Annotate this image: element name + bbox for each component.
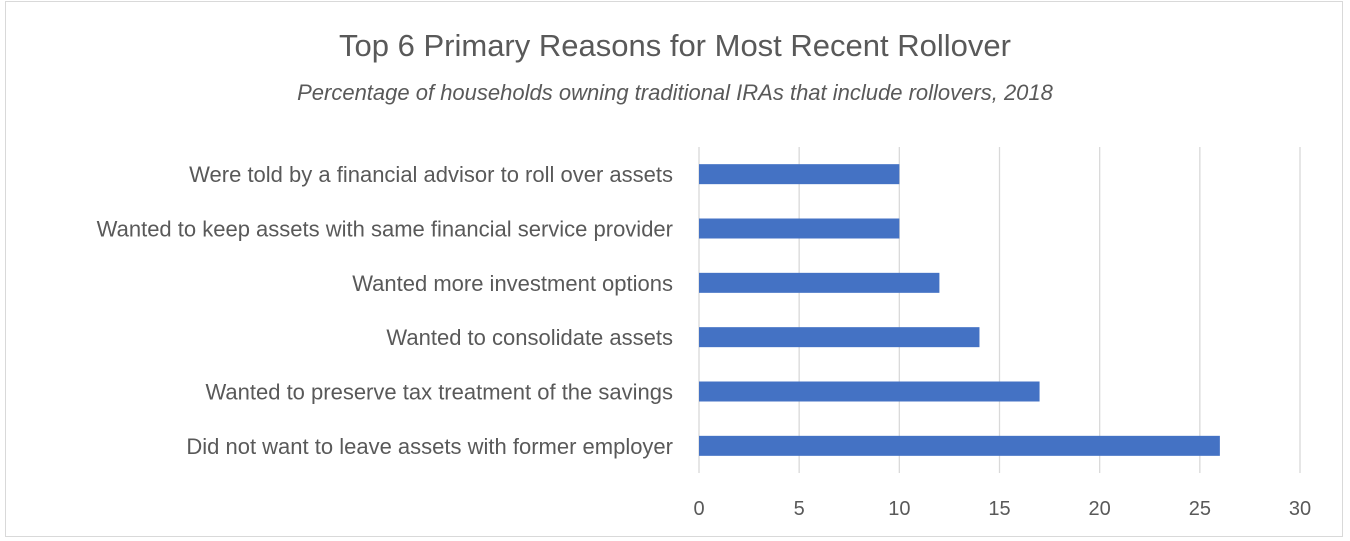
category-label-6: Did not want to leave assets with former… — [186, 434, 673, 459]
bar-3 — [699, 272, 940, 293]
category-label-1: Were told by a financial advisor to roll… — [189, 162, 673, 187]
category-label-4: Wanted to consolidate assets — [386, 325, 673, 350]
chart-subtitle: Percentage of households owning traditio… — [297, 80, 1053, 105]
bar-6 — [699, 435, 1220, 456]
category-label-3: Wanted more investment options — [352, 271, 673, 296]
bar-1 — [699, 164, 900, 185]
x-tick-label-20: 20 — [1089, 498, 1111, 520]
chart-title: Top 6 Primary Reasons for Most Recent Ro… — [339, 28, 1011, 63]
bar-5 — [699, 381, 1040, 402]
x-tick-label-30: 30 — [1289, 498, 1311, 520]
x-tick-label-25: 25 — [1189, 498, 1211, 520]
x-tick-label-0: 0 — [693, 498, 704, 520]
bar-4 — [699, 327, 980, 348]
category-label-2: Wanted to keep assets with same financia… — [97, 217, 673, 242]
x-tick-label-5: 5 — [794, 498, 805, 520]
x-tick-label-15: 15 — [988, 498, 1010, 520]
bar-2 — [699, 218, 900, 239]
category-label-5: Wanted to preserve tax treatment of the … — [205, 380, 673, 405]
x-tick-label-10: 10 — [888, 498, 910, 520]
